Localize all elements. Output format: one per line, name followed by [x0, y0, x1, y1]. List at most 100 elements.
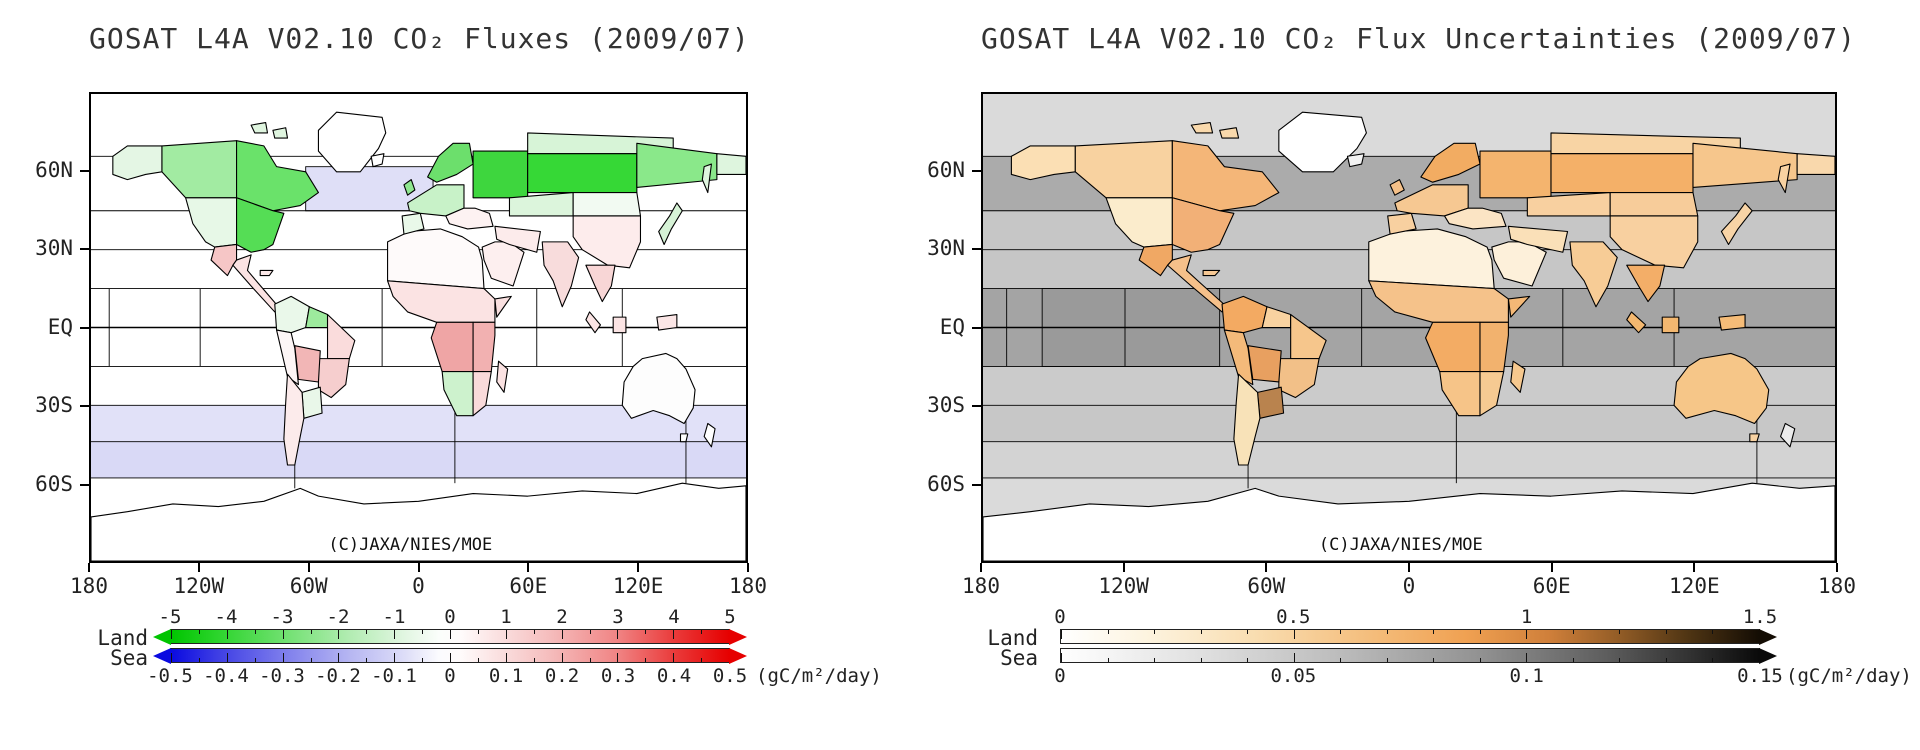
- colorbar-row-label: Sea: [1000, 646, 1038, 670]
- colorbar-tick-mark: [589, 658, 591, 662]
- region-alaska: [1011, 146, 1075, 180]
- colorbar-tick-mark: [1386, 630, 1388, 634]
- uncertainty-map-credit: (C)JAXA/NIES/MOE: [1318, 535, 1483, 555]
- y-tick-label: 60N: [927, 157, 965, 182]
- colorbar-tick-label: 0.3: [600, 665, 636, 687]
- colorbar-tick-label: -0.3: [259, 665, 305, 687]
- colorbar-tick-mark: [673, 630, 675, 639]
- colorbar-tick-label: 1.5: [1742, 606, 1778, 628]
- region-kamchatka: [1778, 164, 1790, 193]
- colorbar-tick-mark: [617, 630, 619, 639]
- region-europe_s: [446, 208, 493, 229]
- colorbar-land-bar: [153, 629, 747, 645]
- region-iceland: [1347, 154, 1364, 167]
- region-iberia: [402, 213, 424, 234]
- flux-map-credit: (C)JAXA/NIES/MOE: [328, 535, 493, 555]
- colorbar-tick-mark: [1340, 658, 1342, 662]
- x-tick-mark: [1265, 563, 1268, 572]
- colorbar-tick-mark: [1340, 630, 1342, 634]
- colorbar-right-arrow: [729, 648, 747, 664]
- region-iran: [1508, 226, 1567, 252]
- colorbar-tick-label: -0.1: [371, 665, 417, 687]
- region-cuba: [1203, 270, 1220, 275]
- colorbar-tick-mark: [533, 630, 535, 634]
- region-kamchatka: [702, 164, 711, 193]
- colorbar-tick-label: 0: [444, 606, 456, 628]
- colorbar-tick-label: -4: [214, 606, 238, 628]
- colorbar-units: (gC/m²/day): [756, 665, 882, 687]
- x-tick-label: 120W: [1098, 574, 1149, 598]
- colorbar-tick-label: 0.1: [488, 665, 524, 687]
- colorbar-tick-mark: [533, 658, 535, 662]
- region-newguinea: [657, 315, 677, 331]
- colorbar-tick-mark: [366, 630, 368, 634]
- colorbar-tick-mark: [450, 653, 451, 662]
- region-bolivia: [295, 346, 320, 382]
- colorbar-row-label: Land: [987, 626, 1038, 650]
- x-tick-label: 60W: [289, 574, 328, 598]
- colorbar-tick-mark: [1061, 653, 1062, 662]
- region-alaska: [113, 146, 162, 180]
- colorbar-tick-mark: [366, 658, 368, 662]
- uncertainty-map-title: GOSAT L4A V02.10 CO₂ Flux Uncertainties …: [981, 22, 1857, 55]
- x-tick-mark: [197, 563, 200, 572]
- y-tick-mark: [972, 405, 981, 407]
- region-argentina_s: [284, 374, 304, 465]
- colorbar-tick-mark: [1247, 630, 1249, 634]
- colorbar-tick-mark: [422, 630, 424, 634]
- region-greenland: [318, 112, 385, 172]
- y-tick-label: 30S: [35, 393, 73, 417]
- region-indochina: [586, 265, 615, 301]
- colorbar-row-label: Land: [97, 626, 148, 650]
- colorbar-tick-label: 0: [1054, 606, 1066, 628]
- colorbar-tick-mark: [254, 658, 256, 662]
- y-tick-label: 30N: [35, 236, 73, 260]
- region-australia: [1674, 353, 1769, 423]
- region-horn: [1508, 296, 1529, 317]
- ocean-band: [91, 441, 746, 478]
- region-madagascar: [1511, 361, 1525, 392]
- colorbar-tick-label: 2: [556, 606, 568, 628]
- y-tick-mark: [972, 326, 981, 329]
- flux-map-title: GOSAT L4A V02.10 CO₂ Fluxes (2009/07): [89, 22, 750, 55]
- colorbar-tick-mark: [505, 653, 507, 662]
- region-us_e: [1172, 198, 1234, 252]
- y-tick-mark: [972, 483, 981, 486]
- x-tick-label: 180: [962, 574, 1000, 598]
- colorbar-tick-label: -3: [270, 606, 294, 628]
- colorbar-tick-mark: [1619, 630, 1621, 634]
- region-borneo: [1662, 317, 1679, 333]
- region-mideast: [482, 242, 524, 286]
- colorbar-tick-mark: [282, 630, 284, 639]
- colorbar-tick-mark: [477, 658, 479, 662]
- x-tick-mark: [1550, 563, 1553, 572]
- colorbar-right-arrow: [1759, 648, 1777, 664]
- region-africa_sw: [442, 372, 473, 416]
- x-tick-label: 120W: [173, 574, 225, 598]
- region-uk: [1390, 180, 1404, 196]
- colorbar-right-arrow: [729, 629, 747, 645]
- region-india: [1570, 242, 1617, 307]
- region-tasmania: [681, 434, 688, 442]
- region-mongolia: [573, 193, 640, 216]
- region-australia: [622, 353, 695, 423]
- colorbar-tick-mark: [1200, 658, 1202, 662]
- colorbar-tick-label: 1: [500, 606, 512, 628]
- colorbar-sea-tick-labels: 0 0.05 0.1 0.15: [1054, 665, 1783, 687]
- colorbar-tick-mark: [198, 658, 200, 662]
- y-tick-label: 30N: [927, 236, 965, 260]
- flux-map: (C)JAXA/NIES/MOE: [89, 92, 748, 563]
- region-india: [542, 242, 578, 307]
- region-europe_s: [1445, 208, 1507, 229]
- region-siberia_e: [1693, 143, 1797, 187]
- x-tick-mark: [88, 563, 90, 572]
- region-us_e: [237, 198, 284, 252]
- region-mideast: [1492, 242, 1546, 286]
- region-madagascar: [497, 361, 508, 392]
- x-tick-mark: [1122, 563, 1125, 572]
- colorbar-tick-mark: [1619, 658, 1621, 662]
- x-tick-mark: [980, 563, 982, 572]
- y-tick-mark: [80, 326, 89, 329]
- flux-map-svg: [91, 94, 746, 561]
- colorbar-tick-label: 5: [724, 606, 736, 628]
